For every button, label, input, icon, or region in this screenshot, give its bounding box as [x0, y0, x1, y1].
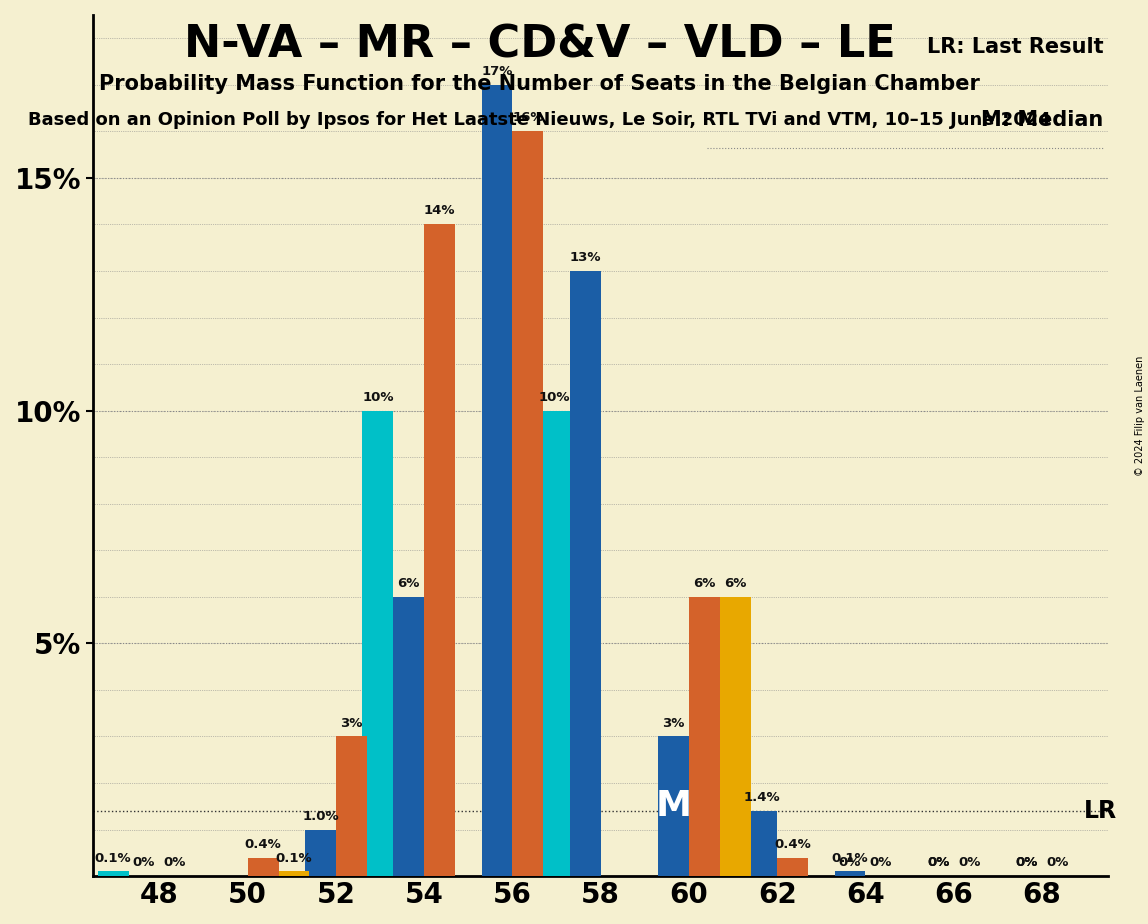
Text: 0%: 0% [133, 857, 155, 869]
Text: 0.1%: 0.1% [831, 852, 868, 865]
Text: 10%: 10% [538, 391, 571, 404]
Bar [689, 597, 720, 876]
Text: 0%: 0% [926, 857, 949, 869]
Bar [336, 736, 367, 876]
Bar [481, 85, 512, 876]
Text: © 2024 Filip van Laenen: © 2024 Filip van Laenen [1134, 356, 1145, 476]
Text: 0%: 0% [164, 857, 186, 869]
Bar [363, 410, 394, 876]
Text: 0.4%: 0.4% [774, 837, 810, 850]
Text: 0%: 0% [839, 857, 861, 869]
Text: LR: Last Result: LR: Last Result [926, 37, 1103, 56]
Text: 14%: 14% [424, 204, 456, 217]
Bar [98, 871, 129, 876]
Text: 16%: 16% [512, 112, 544, 125]
Bar [305, 830, 336, 876]
Text: N-VA – MR – CD&V – VLD – LE: N-VA – MR – CD&V – VLD – LE [184, 23, 895, 67]
Text: 0%: 0% [957, 857, 980, 869]
Text: 10%: 10% [362, 391, 394, 404]
Text: 0%: 0% [1046, 857, 1069, 869]
Text: 6%: 6% [724, 577, 746, 590]
Text: 1.0%: 1.0% [302, 809, 339, 822]
Text: Based on an Opinion Poll by Ipsos for Het Laatste Nieuws, Le Soir, RTL TVi and V: Based on an Opinion Poll by Ipsos for He… [29, 111, 1050, 128]
Bar [658, 736, 689, 876]
Bar [746, 811, 777, 876]
Text: 0.1%: 0.1% [276, 852, 312, 865]
Text: 1.4%: 1.4% [744, 791, 779, 804]
Text: M: M [656, 789, 691, 823]
Bar [720, 597, 751, 876]
Text: M: Median: M: Median [982, 110, 1103, 129]
Bar [394, 597, 425, 876]
Text: 0.4%: 0.4% [245, 837, 281, 850]
Bar [569, 271, 600, 876]
Bar [248, 857, 279, 876]
Text: 17%: 17% [481, 65, 513, 78]
Text: 3%: 3% [340, 716, 363, 730]
Text: LR: LR [1084, 799, 1117, 823]
Bar [835, 871, 866, 876]
Bar [777, 857, 808, 876]
Text: 3%: 3% [662, 716, 684, 730]
Text: 0%: 0% [1015, 857, 1038, 869]
Text: 0%: 0% [1015, 857, 1038, 869]
Text: 6%: 6% [397, 577, 420, 590]
Bar [425, 225, 455, 876]
Text: 13%: 13% [569, 251, 602, 264]
Bar [538, 410, 569, 876]
Bar [512, 131, 543, 876]
Text: 0.1%: 0.1% [95, 852, 132, 865]
Text: 0%: 0% [926, 857, 949, 869]
Bar [279, 871, 310, 876]
Text: 6%: 6% [693, 577, 715, 590]
Text: Probability Mass Function for the Number of Seats in the Belgian Chamber: Probability Mass Function for the Number… [99, 74, 980, 94]
Text: 0%: 0% [870, 857, 892, 869]
